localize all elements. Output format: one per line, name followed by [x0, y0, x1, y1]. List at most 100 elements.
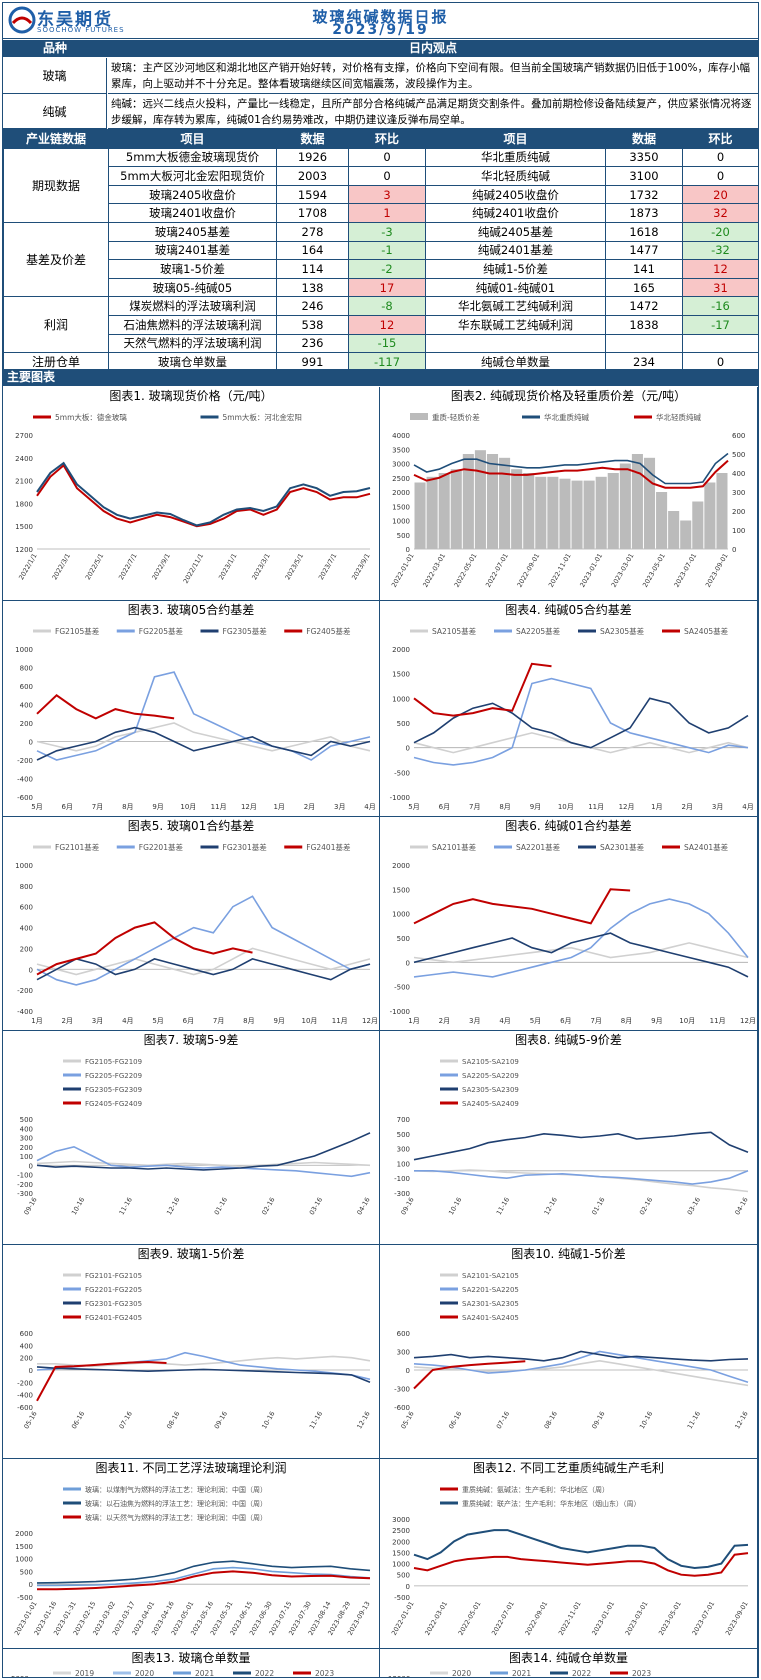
- chart-legend: FG2101-FG2105 FG2201-FG2205 FG2301-FG2305 F…: [63, 1272, 142, 1322]
- y-tick-label: -500: [394, 769, 410, 777]
- item-value: 1708: [276, 203, 349, 223]
- x-tick-label: 2022/11/1: [182, 552, 206, 585]
- x-axis: 2022-01-01 2022-03-01 2022-05-01 2022-07-01…: [390, 548, 730, 589]
- y-tick-label: 800: [20, 665, 33, 673]
- legend-label: SA2401-SA2405: [462, 1314, 519, 1322]
- item-change: -1: [348, 240, 426, 261]
- y-tick-label: 500: [20, 1568, 33, 1576]
- y-axis: 600 400 200 0 -200 -400 -600: [17, 1330, 33, 1412]
- x-tick-label: 3月: [712, 803, 723, 811]
- x-tick-label: 5月: [31, 803, 42, 811]
- item-name: 华东联碱工艺纯碱利润: [425, 314, 606, 335]
- legend-label: FG2305基差: [223, 626, 268, 636]
- x-tick-label: 01-16: [213, 1196, 229, 1216]
- series-line: [413, 1360, 526, 1390]
- table-group-label: 利润: [3, 296, 109, 354]
- x-tick-label: 2022-09-01: [516, 552, 542, 589]
- y-tick-label: 0: [406, 546, 410, 554]
- x-tick-label: 7月: [92, 803, 103, 811]
- x-tick-label: 4月: [742, 803, 753, 811]
- x-tick-label: 2023/5/1: [284, 552, 306, 581]
- chart-caption: 图表12. 不同工艺重质纯碱生产毛利: [473, 1461, 664, 1475]
- report-header: 东吴期货 SOOCHOW FUTURES 玻璃纯碱数据日报 2023/9/19: [3, 3, 758, 39]
- item-name: 玻璃1-5价差: [108, 259, 277, 279]
- chart-9-plot: FG2101-FG2105 FG2201-FG2205 FG2301-FG2305 F…: [17, 1272, 372, 1430]
- x-axis: 2023-01-012023-01-162023-01-312023-02-15…: [13, 1583, 372, 1637]
- x-tick-label: 07-16: [495, 1410, 511, 1430]
- chart-caption: 图表3. 玻璃05合约基差: [127, 603, 255, 617]
- chart-legend: SA2101基差 SA2201基差 SA2301基差 SA2401基差: [410, 842, 729, 852]
- table-group-label: 基差及价差: [3, 221, 109, 298]
- x-tick-label: 11-16: [686, 1410, 702, 1430]
- y-tick-label: 0: [406, 1367, 410, 1375]
- series-line: [413, 898, 749, 978]
- y-tick-label: -100: [17, 1172, 33, 1180]
- table-header-cell: 环比: [348, 129, 426, 149]
- chart-legend: 重质纯碱：氨碱法：生产毛利：华北地区（周） 重质纯碱：联产法：生产毛利：华东地区（…: [440, 1485, 641, 1508]
- y-tick-label: 1500: [392, 886, 410, 894]
- chart-legend: FG2105-FG2109 FG2205-FG2209 FG2305-FG2309 F…: [63, 1058, 142, 1108]
- item-value: 1926: [276, 147, 349, 168]
- y-tick-label: 500: [397, 1131, 410, 1139]
- series-line: [413, 932, 749, 978]
- y-tick-label: 500: [397, 532, 410, 540]
- y-tick-label: 200: [20, 720, 33, 728]
- x-tick-label: 2023-07-01: [673, 552, 699, 589]
- spread-bar: [450, 469, 462, 549]
- chart-caption: 图表14. 纯碱仓单数量: [509, 1651, 628, 1665]
- series-line: [37, 1355, 371, 1368]
- y-tick-label: 600: [397, 1330, 410, 1338]
- series-line: [36, 1145, 371, 1178]
- x-tick-label: 11月: [588, 803, 604, 811]
- x-tick-label: 09-16: [399, 1196, 415, 1216]
- y-axis: 1000 800 600 400 200 0 -200 -400: [15, 862, 33, 1016]
- item-value: 1472: [605, 296, 683, 316]
- chart-panel-10: 图表10. 纯碱1-5价差 SA2101-SA2105 SA2201-SA2205 S…: [380, 1245, 758, 1459]
- x-tick-label: 02-16: [260, 1196, 276, 1216]
- industry-data-table: 产业链数据 项目 数据 环比 项目 数据 环比 期现数据 5mm大板德金玻璃现货价 1926 0 华北…: [3, 129, 758, 372]
- series-line: [413, 1350, 749, 1384]
- item-change: 20: [682, 184, 758, 205]
- y-axis: 4000350030002500200015001000500060050040…: [392, 432, 745, 554]
- item-name: 华北重质纯碱: [425, 147, 606, 168]
- x-tick-label: 4月: [499, 1017, 510, 1025]
- spread-bar: [704, 482, 716, 549]
- y-tick-label: 600: [20, 1330, 33, 1338]
- y-axis: 2700 2400 2100 1800 1500 1200: [15, 432, 33, 554]
- spread-bar: [680, 520, 692, 549]
- spread-bar: [523, 473, 535, 549]
- spread-bar: [438, 473, 450, 549]
- x-tick-label: 9月: [651, 1017, 662, 1025]
- x-tick-label: 04-16: [733, 1196, 749, 1216]
- y-tick-label: -500: [394, 984, 410, 992]
- x-tick-label: 2022-01-01: [390, 1600, 416, 1637]
- legend-label: 2021: [512, 1669, 531, 1678]
- x-tick-label: 4月: [122, 1017, 133, 1025]
- item-name: [425, 333, 606, 354]
- item-value: 114: [276, 259, 349, 279]
- legend-label: FG2205基差: [139, 626, 184, 636]
- y-tick-label: 1500: [15, 1543, 33, 1551]
- item-name: 石油焦燃料的浮法玻璃利润: [108, 314, 277, 335]
- y-tick-label: 1000: [15, 862, 33, 870]
- table-row: 利润 煤炭燃料的浮法玻璃利润 246 -8 华北氨碱工艺纯碱利润 1472 -16: [3, 296, 758, 354]
- spread-bar: [559, 478, 571, 549]
- y-tick-label: 400: [20, 702, 33, 710]
- x-tick-label: 10月: [301, 1017, 317, 1025]
- x-tick-label: 2022-09-01: [524, 1600, 550, 1637]
- item-value: [605, 333, 683, 354]
- y-tick-label: 0: [29, 1162, 33, 1170]
- table-row: 天然气燃料的浮法玻璃利润 236 -15: [4, 333, 758, 354]
- spread-bar: [474, 450, 486, 549]
- x-tick-label: 2022-11-01: [547, 552, 573, 589]
- y-tick-label: 2000: [392, 646, 410, 654]
- x-tick-label: 5月: [408, 803, 419, 811]
- y-axis: 2000 1500 1000 500 0 -500 -1000: [390, 862, 410, 1016]
- x-tick-label: 08-16: [165, 1410, 181, 1430]
- x-tick-label: 05-16: [399, 1410, 415, 1430]
- table-header-cell: 项目: [425, 129, 606, 149]
- legend-label: 2020: [452, 1669, 471, 1678]
- y-tick-label: 2400: [15, 455, 33, 463]
- series-line: [413, 677, 749, 766]
- legend-label: 5mm大板：河北金宏阳: [223, 412, 302, 422]
